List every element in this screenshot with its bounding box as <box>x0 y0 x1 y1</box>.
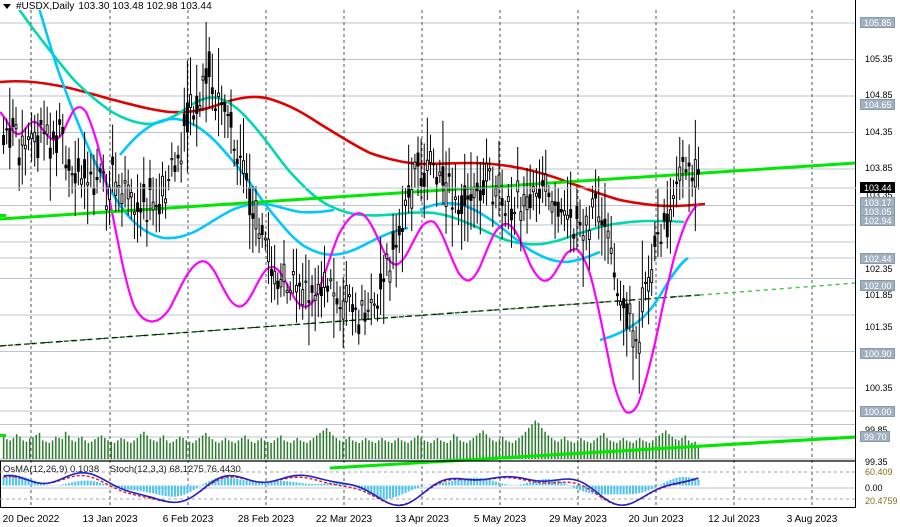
price-level-badge: 102.94 <box>860 215 895 226</box>
indicator-axis-label: 20.4759 <box>865 496 898 506</box>
date-label: 22 Mar 2023 <box>315 514 373 525</box>
price-tick: 99.35 <box>865 457 888 467</box>
last-price-badge: 103.44 <box>860 182 895 193</box>
indicator-axis-label: 60.409 <box>865 467 893 477</box>
ma-mid-cyan-tail <box>599 256 689 342</box>
date-label: 20 Dec 2022 <box>2 514 60 525</box>
price-tick: 101.35 <box>865 322 893 332</box>
price-tick: 103.85 <box>865 163 893 173</box>
date-label: 28 Feb 2023 <box>237 514 295 525</box>
date-label: 13 Jan 2023 <box>82 514 138 525</box>
indicator-pane <box>0 471 856 507</box>
price-level-badge: 105.85 <box>860 17 895 28</box>
triangle-down-icon[interactable] <box>3 4 11 9</box>
support-axis-marker-2 <box>0 434 6 437</box>
stoch-label: Stoch(12,3,3) 68.1275 76.4430 <box>109 464 241 475</box>
ma-fast-magenta <box>0 106 699 414</box>
price-level-badge: 102.44 <box>860 253 895 264</box>
price-level-badge: 104.65 <box>860 99 895 110</box>
trendline-lower-support-extension <box>699 282 856 296</box>
trendline-bottom-support-extension <box>329 435 857 470</box>
symbol-header: #USDX,Daily 103.30 103.48 102.98 103.44 <box>0 0 212 13</box>
price-tick: 99.85 <box>865 425 888 435</box>
candlestick-series <box>2 21 700 394</box>
date-label: 12 Jul 2023 <box>708 514 760 525</box>
ohlc-label: 103.30 103.48 102.98 103.44 <box>78 1 212 12</box>
date-label: 29 May 2023 <box>549 514 607 525</box>
date-label: 13 Apr 2023 <box>395 514 449 525</box>
price-tick: 102.35 <box>865 264 893 274</box>
ma-long-red <box>0 79 706 208</box>
price-level-badge: 100.00 <box>860 406 895 417</box>
price-level-badge: 99.70 <box>860 431 890 442</box>
price-tick: 100.35 <box>865 383 893 393</box>
ma-mid-cyan-right <box>419 201 601 264</box>
support-axis-marker <box>0 214 6 217</box>
symbol-label: #USDX,Daily <box>16 1 75 12</box>
indicator-axis-label: 0.00 <box>865 483 883 493</box>
price-level-badge: 100.90 <box>860 348 895 359</box>
stoch-main-line <box>3 471 699 507</box>
ma-mid-cyan-left <box>38 10 335 240</box>
osma-label: OsMA(12,26,9) 0.1038 <box>3 464 100 475</box>
stoch-signal-line <box>3 474 699 506</box>
price-tick: 103.35 <box>865 190 893 200</box>
price-level-badge: 102.00 <box>860 280 895 291</box>
indicator-pane-title: OsMA(12,26,9) 0.1038 Stoch(12,3,3) 68.12… <box>3 464 241 475</box>
price-tick: 105.35 <box>865 54 893 64</box>
trendline-upper-support <box>0 161 856 221</box>
date-label: 3 Aug 2023 <box>786 514 838 525</box>
date-label: 6 Feb 2023 <box>162 514 214 525</box>
ma-mid-cyan-mid <box>118 117 409 257</box>
date-label: 5 May 2023 <box>473 514 527 525</box>
date-label: 20 Jun 2023 <box>628 514 684 525</box>
price-tick: 104.85 <box>865 90 893 100</box>
price-tick: 101.85 <box>865 290 893 300</box>
price-tick: 104.35 <box>865 127 893 137</box>
trendline-lower-overlay <box>0 294 701 347</box>
